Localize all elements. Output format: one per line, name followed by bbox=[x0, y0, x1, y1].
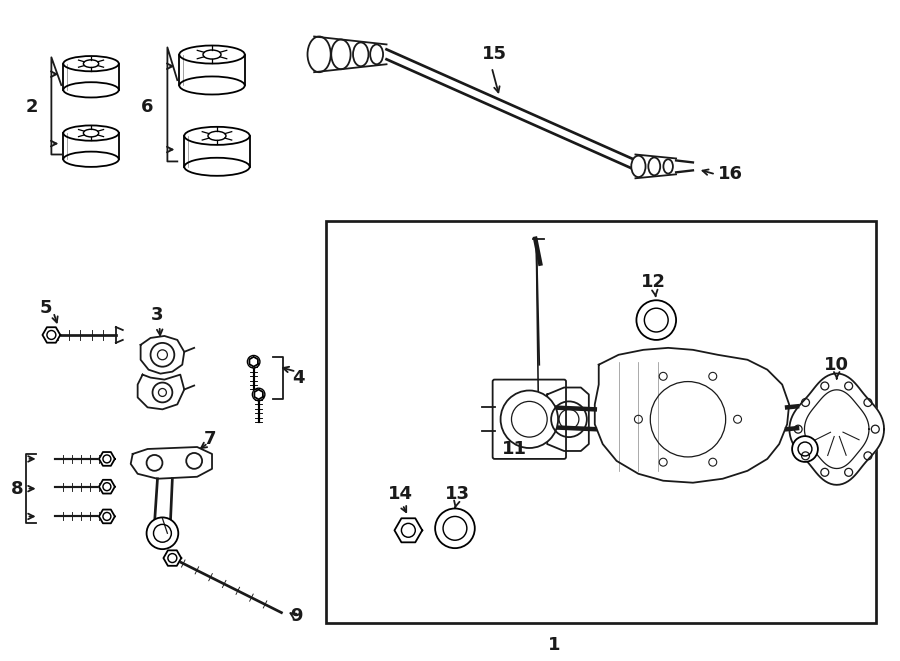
Bar bbox=[63, 133, 119, 159]
Ellipse shape bbox=[308, 36, 330, 72]
Text: 9: 9 bbox=[290, 607, 302, 625]
Circle shape bbox=[248, 356, 260, 368]
Ellipse shape bbox=[370, 44, 383, 64]
Text: 16: 16 bbox=[717, 165, 742, 183]
Text: 6: 6 bbox=[141, 98, 154, 116]
Text: 3: 3 bbox=[151, 306, 164, 324]
Polygon shape bbox=[140, 336, 184, 373]
Text: 7: 7 bbox=[203, 430, 216, 448]
Ellipse shape bbox=[63, 82, 119, 97]
Polygon shape bbox=[138, 375, 184, 409]
Ellipse shape bbox=[63, 151, 119, 167]
Text: 12: 12 bbox=[641, 274, 666, 292]
Text: 10: 10 bbox=[824, 356, 850, 373]
Polygon shape bbox=[99, 452, 115, 466]
Ellipse shape bbox=[663, 159, 673, 174]
Text: 15: 15 bbox=[482, 46, 507, 63]
Circle shape bbox=[147, 518, 178, 549]
Bar bbox=[179, 55, 245, 85]
Ellipse shape bbox=[184, 158, 249, 176]
Ellipse shape bbox=[184, 127, 249, 145]
Polygon shape bbox=[394, 518, 422, 542]
Ellipse shape bbox=[500, 391, 558, 448]
Circle shape bbox=[792, 436, 818, 462]
Polygon shape bbox=[42, 327, 60, 342]
Text: 14: 14 bbox=[388, 485, 413, 502]
Ellipse shape bbox=[353, 42, 368, 66]
Text: 11: 11 bbox=[502, 440, 527, 458]
Polygon shape bbox=[255, 389, 263, 399]
Text: 2: 2 bbox=[25, 98, 38, 116]
Bar bbox=[63, 63, 119, 90]
Polygon shape bbox=[595, 348, 789, 483]
Ellipse shape bbox=[631, 156, 645, 177]
Bar bbox=[326, 221, 877, 623]
Ellipse shape bbox=[63, 126, 119, 141]
Ellipse shape bbox=[331, 40, 351, 69]
Bar bbox=[184, 136, 249, 167]
Text: 8: 8 bbox=[12, 480, 24, 498]
Ellipse shape bbox=[63, 56, 119, 71]
Ellipse shape bbox=[179, 77, 245, 95]
Polygon shape bbox=[789, 373, 884, 485]
Text: 5: 5 bbox=[40, 299, 51, 317]
Ellipse shape bbox=[648, 157, 661, 175]
Polygon shape bbox=[547, 387, 589, 451]
Circle shape bbox=[435, 508, 475, 548]
Polygon shape bbox=[130, 447, 212, 479]
Text: 13: 13 bbox=[446, 485, 471, 502]
Polygon shape bbox=[164, 551, 181, 566]
Ellipse shape bbox=[179, 46, 245, 63]
Polygon shape bbox=[99, 510, 115, 524]
Circle shape bbox=[636, 300, 676, 340]
Text: 4: 4 bbox=[292, 369, 304, 387]
Polygon shape bbox=[249, 357, 258, 367]
FancyBboxPatch shape bbox=[492, 379, 566, 459]
Circle shape bbox=[252, 388, 265, 401]
Polygon shape bbox=[99, 480, 115, 494]
Text: 1: 1 bbox=[548, 637, 561, 654]
